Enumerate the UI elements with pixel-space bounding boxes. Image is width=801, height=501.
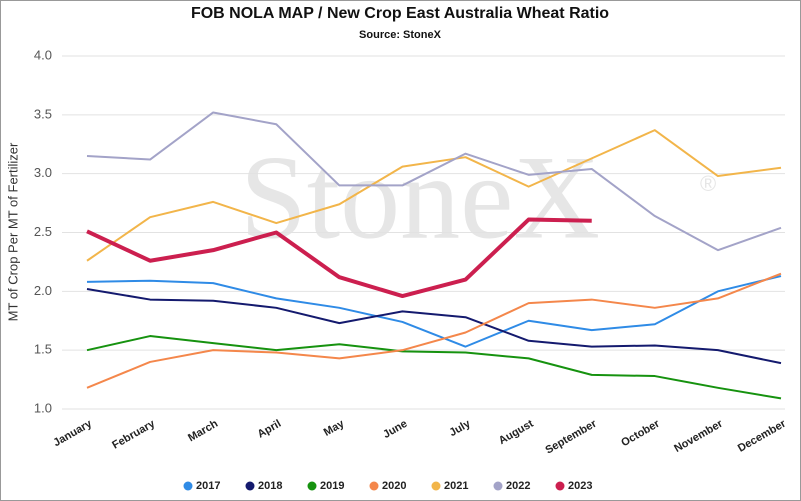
legend-marker: [369, 481, 379, 491]
chart-title: FOB NOLA MAP / New Crop East Australia W…: [191, 5, 609, 22]
watermark-mark: ®: [700, 171, 716, 196]
legend-marker: [431, 481, 441, 491]
chart-subtitle: Source: StoneX: [359, 29, 442, 41]
legend-label: 2021: [444, 480, 468, 492]
watermark: StoneX: [240, 131, 600, 264]
legend-marker: [493, 481, 503, 491]
legend-label: 2020: [382, 480, 406, 492]
legend-label: 2023: [568, 480, 592, 492]
y-tick-label: 4.0: [34, 47, 52, 62]
y-tick-label: 1.5: [34, 342, 52, 357]
legend-label: 2017: [196, 480, 220, 492]
legend-label: 2019: [320, 480, 344, 492]
series-line: [86, 217, 592, 299]
series-line: [86, 287, 782, 365]
legend-marker: [245, 481, 255, 491]
legend-label: 2018: [258, 480, 282, 492]
legend-marker: [307, 481, 317, 491]
series-line: [86, 275, 782, 348]
y-tick-label: 3.5: [34, 106, 52, 121]
y-tick-label: 2.5: [34, 224, 52, 239]
y-tick-label: 2.0: [34, 283, 52, 298]
y-tick-label: 1.0: [34, 400, 52, 415]
legend-label: 2022: [506, 480, 530, 492]
series-line: [86, 111, 782, 252]
series-line: [86, 335, 782, 400]
y-tick-label: 3.0: [34, 165, 52, 180]
y-axis-label: MT of Crop Per MT of Fertilizer: [5, 142, 20, 321]
legend-marker: [183, 481, 193, 491]
series-line: [86, 272, 782, 389]
legend-marker: [555, 481, 565, 491]
series-line: [86, 129, 782, 262]
